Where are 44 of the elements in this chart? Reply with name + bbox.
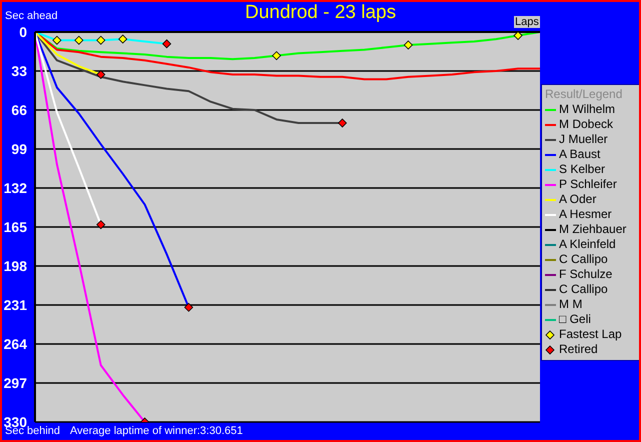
y-tick-label: 33 <box>11 62 28 79</box>
legend-label: J Mueller <box>559 132 608 147</box>
chart-title: Dundrod - 23 laps <box>244 2 396 23</box>
y-tick-label: 297 <box>4 374 28 391</box>
point <box>118 34 128 44</box>
y-tick-label: 264 <box>4 336 28 352</box>
point <box>96 70 106 79</box>
point <box>96 36 106 45</box>
legend-label: M Ziehbauer <box>559 222 626 237</box>
y-tick-label: 231 <box>4 296 28 313</box>
legend-label: Fastest Lap <box>559 327 622 342</box>
legend-label: F Schulze <box>559 267 612 282</box>
point <box>404 40 413 50</box>
legend-label: A Oder <box>559 192 596 207</box>
legend-label: A Hesmer <box>559 207 612 222</box>
point <box>184 302 194 312</box>
y-tick-label: 0 <box>19 24 28 40</box>
y-tick-label: 198 <box>4 258 28 274</box>
legend-title: Result/Legend <box>545 87 624 102</box>
legend-label: C Callipo <box>559 252 608 267</box>
point <box>96 220 106 230</box>
point <box>338 118 347 128</box>
legend-label: A Kleinfeld <box>559 237 616 252</box>
point <box>514 32 522 40</box>
legend-label: M M <box>559 297 582 312</box>
y-tick-label: 66 <box>11 102 28 118</box>
legend-label: A Baust <box>559 147 600 162</box>
y-tick-label: 165 <box>4 218 28 235</box>
y-tick-label: 99 <box>11 140 28 157</box>
legend-label: S Kelber <box>559 162 606 177</box>
legend-label: C Callipo <box>559 282 608 297</box>
text: Average laptime of winner:3:30.651 <box>70 425 243 437</box>
legend-label: Retired <box>559 342 598 357</box>
y-axis-title: Sec ahead <box>5 10 58 22</box>
point <box>272 51 281 60</box>
legend-label: □ Geli <box>559 312 591 327</box>
point <box>162 39 172 48</box>
legend-label: M Wilhelm <box>559 102 615 117</box>
legend-label: P Schleifer <box>559 177 617 192</box>
point <box>52 36 62 45</box>
legend-label: M Dobeck <box>559 117 614 132</box>
point <box>74 36 84 45</box>
x-axis-title: Laps <box>514 16 540 28</box>
y-tick-label: 132 <box>4 180 28 196</box>
